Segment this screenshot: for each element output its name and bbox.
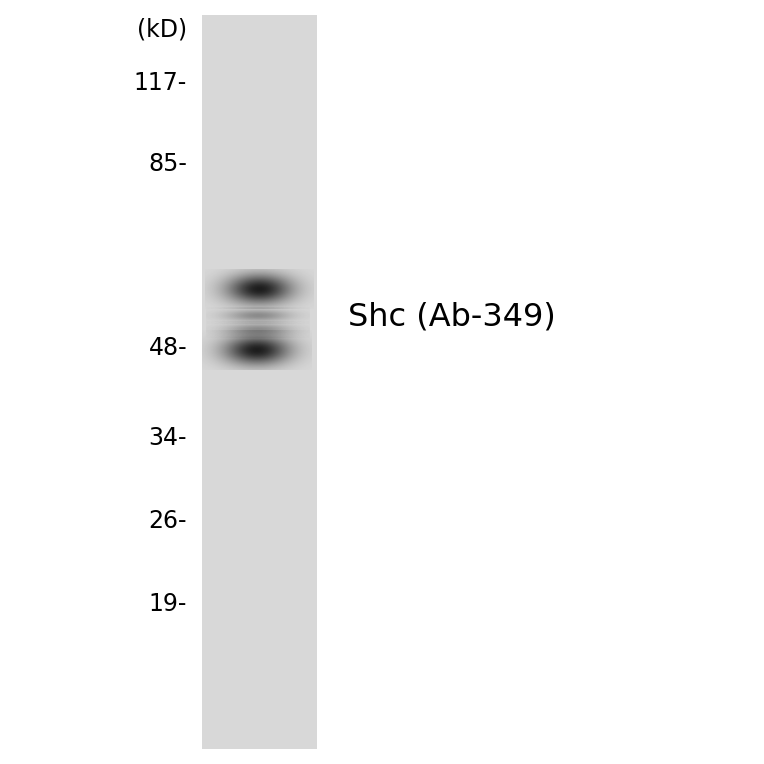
Text: (kD): (kD) xyxy=(137,17,187,41)
Text: 19-: 19- xyxy=(149,591,187,616)
Text: 85-: 85- xyxy=(148,152,187,176)
Text: Shc (Ab-349): Shc (Ab-349) xyxy=(348,302,555,332)
FancyBboxPatch shape xyxy=(202,15,317,749)
Text: 117-: 117- xyxy=(134,70,187,95)
Text: 48-: 48- xyxy=(148,335,187,360)
Text: 26-: 26- xyxy=(149,509,187,533)
Text: 34-: 34- xyxy=(149,426,187,450)
